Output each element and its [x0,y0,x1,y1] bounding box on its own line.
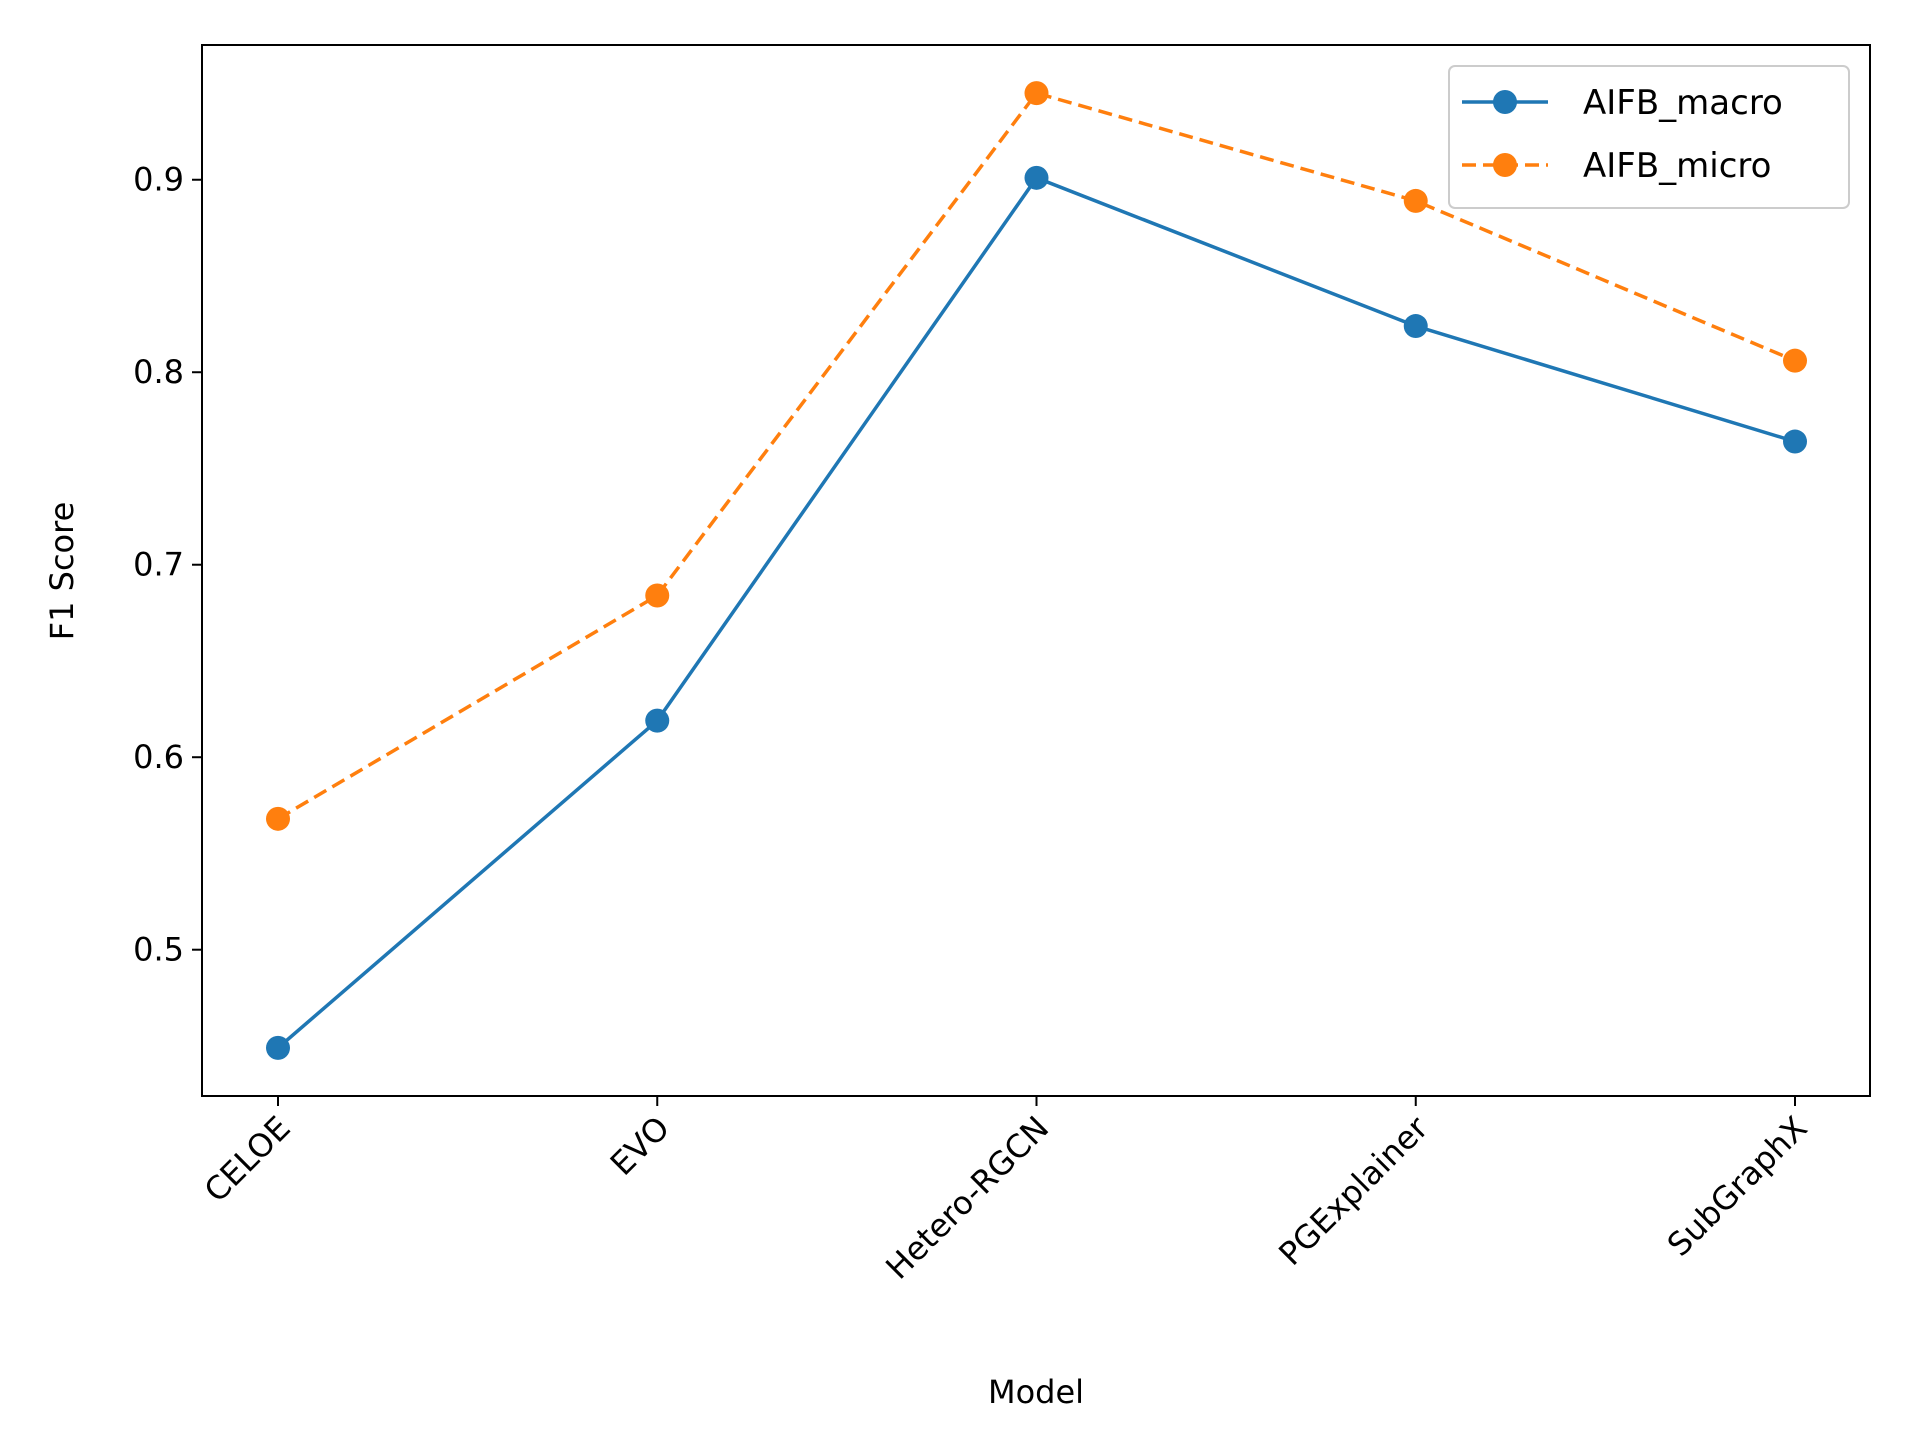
x-tick-label: Hetero-RGCN [878,1109,1056,1287]
legend: AIFB_macro AIFB_micro [1448,65,1850,209]
data-point-AIFB_micro [1783,348,1807,373]
data-point-AIFB_micro [1024,81,1049,106]
legend-swatch-marker [1493,90,1517,114]
x-axis-title: Model [988,1373,1084,1411]
x-tick-label: EVO [603,1109,677,1183]
y-tick-label: 0.8 [133,353,184,391]
data-point-AIFB_macro [1024,165,1049,190]
data-point-AIFB_macro [266,1035,290,1060]
legend-frame [1448,65,1850,209]
legend-label: AIFB_macro [1583,83,1783,123]
y-tick-label: 0.9 [133,161,184,199]
x-axis: CELOE EVO Hetero-RGCN PGExplainer SubGraphX [197,1096,1815,1287]
y-tick-label: 0.7 [133,546,184,584]
y-tick-label: 0.6 [133,738,184,776]
series-line-AIFB_micro [277,91,1796,821]
legend-swatch-marker [1493,153,1517,177]
data-point-AIFB_macro [1403,314,1428,339]
data-point-AIFB_micro [266,806,290,831]
x-tick-label: CELOE [197,1109,298,1210]
data-point-AIFB_micro [1403,188,1428,213]
data-point-AIFB_macro [1783,429,1807,454]
y-tick-label: 0.5 [133,931,184,969]
x-tick-label: PGExplainer [1271,1108,1436,1273]
series-layer [266,81,1807,1060]
data-point-AIFB_macro [645,708,670,733]
y-axis-title: F1 Score [43,502,81,641]
data-point-AIFB_micro [645,583,670,608]
plot-area [201,44,1871,1097]
y-axis: 0.5 0.6 0.7 0.8 0.9 [133,161,202,969]
x-tick-label: SubGraphX [1660,1109,1815,1264]
legend-label: AIFB_micro [1583,146,1771,186]
